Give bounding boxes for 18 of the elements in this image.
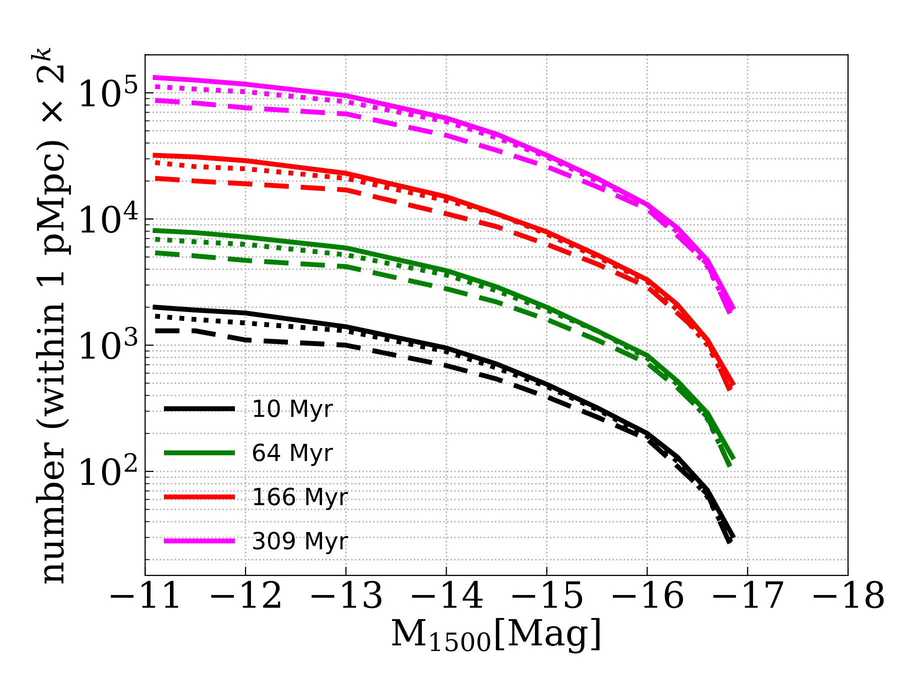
y-tick-label: 10$^{5}$	[81, 74, 138, 107]
x-axis-title: M$_{1500}$[Mag]	[392, 618, 600, 654]
x-tick-label: −11	[110, 580, 178, 608]
x-tick-label: −15	[512, 580, 582, 608]
legend-label: 309 Myr	[253, 532, 348, 554]
x-tick-label: −18	[814, 580, 884, 608]
y-tick-label: 10$^{3}$	[81, 326, 138, 360]
legend-label: 10 Myr	[254, 399, 333, 422]
y-tick-label: 10$^{4}$	[81, 200, 138, 233]
y-tick-label: 10$^{2}$	[81, 452, 137, 486]
x-tick-label: −12	[211, 580, 280, 608]
legend-label: 166 Myr	[254, 488, 348, 510]
x-tick-label: −13	[312, 580, 382, 608]
y-axis-title: number (within 1 pMpc) × 2$^{k}$	[31, 48, 71, 584]
x-tick-label: −14	[412, 580, 483, 608]
x-tick-label: −17	[713, 580, 784, 608]
legend-label: 64 Myr	[253, 444, 333, 466]
x-tick-label: −16	[612, 580, 684, 608]
